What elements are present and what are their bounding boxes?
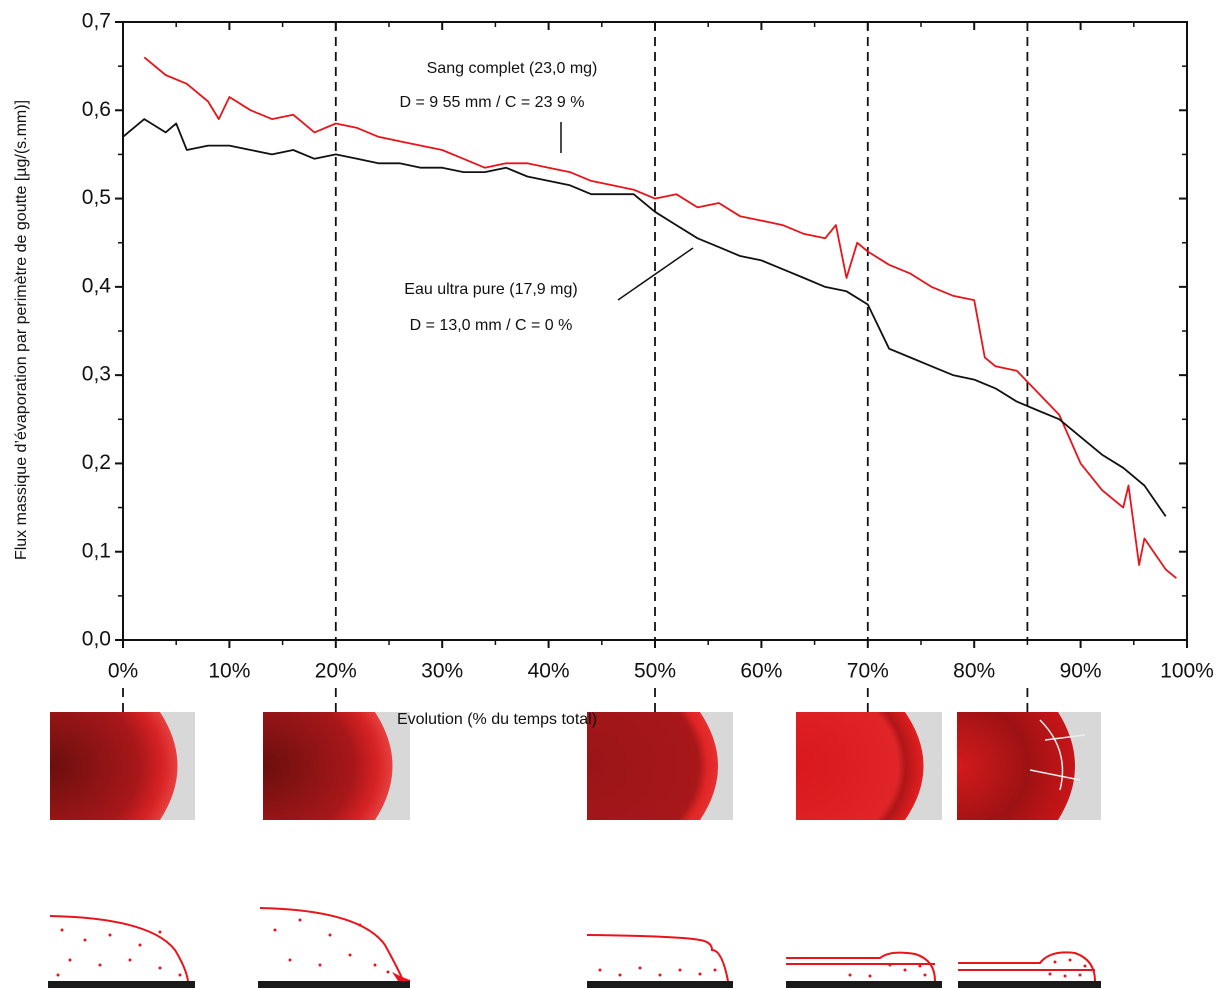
page: {"chart_data": {"type": "line", "x_label… bbox=[0, 0, 1232, 988]
chart: 0,0 0,1 0,2 0,3 0,4 0,5 0,6 0,7 0% 10% 20% 30% 40% 50… bbox=[0, 0, 1232, 988]
annotation: D = 13,0 mm / C = 0 % bbox=[410, 317, 573, 334]
profile bbox=[786, 953, 935, 981]
photo bbox=[50, 712, 178, 820]
plot: 0,0 0,1 0,2 0,3 0,4 0,5 0,6 0,7 0% 10% 20% 30% 40% 50… bbox=[82, 10, 1214, 792]
annotation: Sang complet (23,0 mg) bbox=[427, 60, 598, 77]
x-tick-label: 60% bbox=[740, 660, 782, 683]
x-tick-label: 20% bbox=[315, 660, 357, 683]
annotation: D = 9 55 mm / C = 23 9 % bbox=[400, 94, 585, 111]
x-tick-label: 100% bbox=[1160, 660, 1214, 683]
x-tick-label: 50% bbox=[634, 660, 676, 683]
y-tick-label: 0,4 bbox=[82, 274, 112, 297]
x-tick-label: 30% bbox=[421, 660, 463, 683]
photo bbox=[587, 712, 718, 820]
profile bbox=[50, 916, 188, 981]
profile bbox=[587, 935, 728, 981]
y-tick-label: 0,7 bbox=[82, 10, 111, 33]
photo bbox=[957, 712, 1075, 820]
x-tick-label: 90% bbox=[1060, 660, 1102, 683]
annotation: Eau ultra pure (17,9 mg) bbox=[404, 281, 577, 298]
y-tick-label: 0,2 bbox=[82, 451, 111, 474]
x-tick-label: 70% bbox=[847, 660, 889, 683]
profile bbox=[958, 952, 1095, 981]
profile-edge bbox=[392, 972, 410, 981]
y-tick-label: 0,3 bbox=[82, 363, 111, 386]
photo bbox=[796, 712, 924, 820]
x-tick-label: 80% bbox=[953, 660, 995, 683]
x-tick-label: 40% bbox=[528, 660, 570, 683]
photo bbox=[263, 712, 393, 820]
y-tick-label: 0,1 bbox=[82, 539, 111, 562]
series-line bbox=[144, 57, 1176, 578]
profiles bbox=[50, 908, 1095, 981]
profile bbox=[260, 908, 410, 981]
y-axis-label: Flux massique d’évaporation par perimètr… bbox=[13, 100, 30, 560]
y-tick-label: 0,5 bbox=[82, 186, 111, 209]
y-tick-label: 0,6 bbox=[82, 98, 111, 121]
series-line bbox=[123, 119, 1166, 516]
x-tick-label: 10% bbox=[208, 660, 250, 683]
x-tick-label: 0% bbox=[108, 660, 138, 683]
substrates bbox=[48, 981, 1101, 988]
x-axis-label: Evolution (% du temps total) bbox=[397, 711, 597, 728]
y-tick-label: 0,0 bbox=[82, 628, 111, 651]
